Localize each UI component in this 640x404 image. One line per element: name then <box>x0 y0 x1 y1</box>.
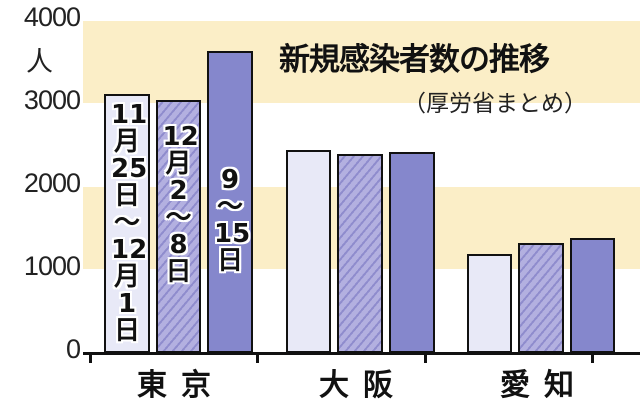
y-unit-label: 人 <box>26 47 53 78</box>
bar-tokyo-week2: 12 月 2 ～ 8 日 <box>156 100 201 353</box>
y-tick-3000: 3000 <box>23 85 81 115</box>
bar-aichi-week3 <box>570 238 615 353</box>
chart-subtitle: （厚労省まとめ） <box>403 91 587 117</box>
chart-title: 新規感染者数の推移 <box>279 42 550 78</box>
bar-aichi-week2 <box>518 243 564 353</box>
x-tick <box>424 355 427 363</box>
bar-osaka-week2 <box>337 154 383 353</box>
bar-osaka-week1 <box>286 150 331 353</box>
series-label-week1: 11 月 25 日 ～ 12 月 1 日 <box>111 100 148 346</box>
y-tick-1000: 1000 <box>23 251 81 281</box>
x-tick <box>256 355 259 363</box>
x-axis <box>83 352 640 355</box>
series-label-week3: 9 ～ 15 日 <box>214 165 251 276</box>
y-tick-0: 0 <box>65 334 81 364</box>
x-tick <box>591 355 594 363</box>
category-osaka: 大阪 <box>319 368 407 403</box>
bar-aichi-week1 <box>467 254 512 353</box>
grid-band-3000-4000 <box>83 21 640 103</box>
series-label-week2: 12 月 2 ～ 8 日 <box>162 122 199 287</box>
category-aichi: 愛知 <box>500 368 588 403</box>
category-tokyo: 東京 <box>137 368 225 403</box>
x-tick <box>89 355 92 363</box>
bar-osaka-week3 <box>389 152 435 353</box>
bar-tokyo-week1: 11 月 25 日 ～ 12 月 1 日 <box>104 94 150 353</box>
y-tick-4000: 4000 <box>23 2 81 32</box>
y-tick-2000: 2000 <box>23 168 81 198</box>
bar-tokyo-week3: 9 ～ 15 日 <box>207 51 253 353</box>
